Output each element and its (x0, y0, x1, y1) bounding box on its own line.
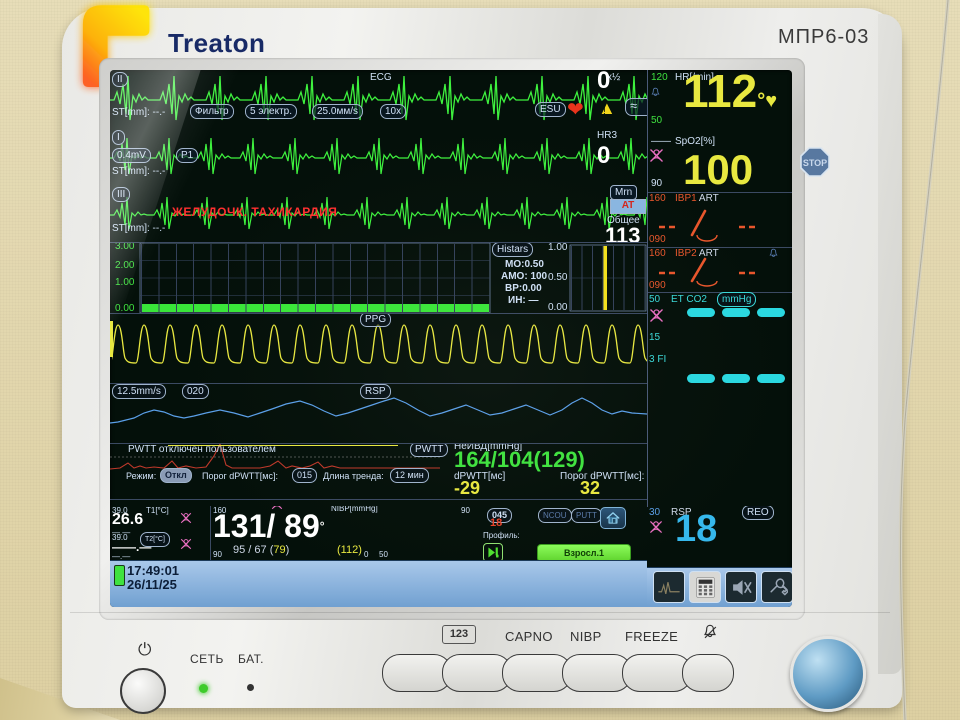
svg-text:STOP: STOP (803, 158, 827, 168)
